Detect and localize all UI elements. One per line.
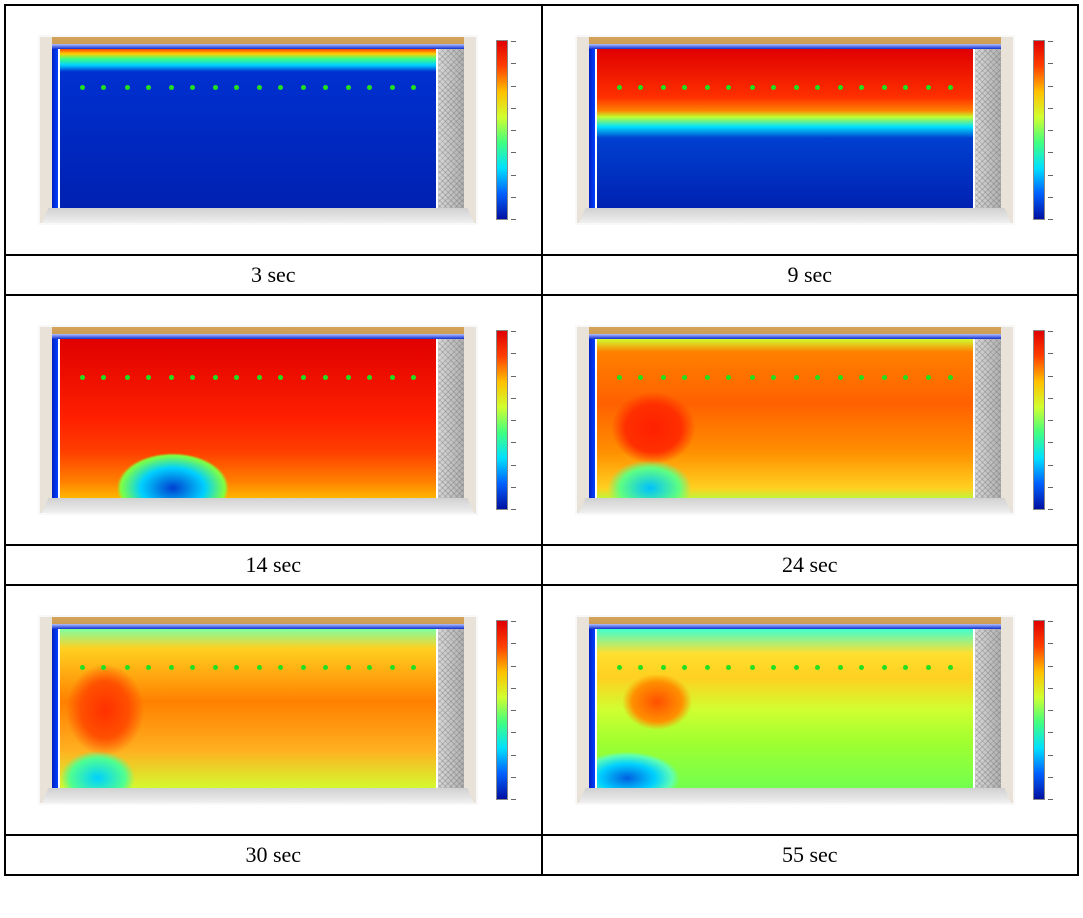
colorbar [496,40,508,220]
panel-9sec [542,5,1079,255]
sensor-markers [599,375,971,383]
panel-3sec [5,5,542,255]
sensor-markers [62,665,434,673]
colorbar [496,330,508,510]
time-label: 14 sec [5,545,542,585]
heatmap-30sec [60,629,436,791]
heatmap-24sec [597,339,973,501]
panel-14sec [5,295,542,545]
simulation-grid: 3 sec 9 sec [4,4,1079,876]
time-label: 3 sec [5,255,542,295]
panel-55sec [542,585,1079,835]
sensor-markers [62,375,434,383]
time-label: 24 sec [542,545,1079,585]
panel-24sec [542,295,1079,545]
heatmap-14sec [60,339,436,501]
time-label: 55 sec [542,835,1079,875]
colorbar [496,620,508,800]
heatmap-55sec [597,629,973,791]
sensor-markers [599,665,971,673]
colorbar [1033,620,1045,800]
time-label: 9 sec [542,255,1079,295]
sensor-markers [62,85,434,93]
heatmap-3sec [60,49,436,211]
colorbar [1033,330,1045,510]
colorbar [1033,40,1045,220]
time-label: 30 sec [5,835,542,875]
sensor-markers [599,85,971,93]
heatmap-9sec [597,49,973,211]
panel-30sec [5,585,542,835]
